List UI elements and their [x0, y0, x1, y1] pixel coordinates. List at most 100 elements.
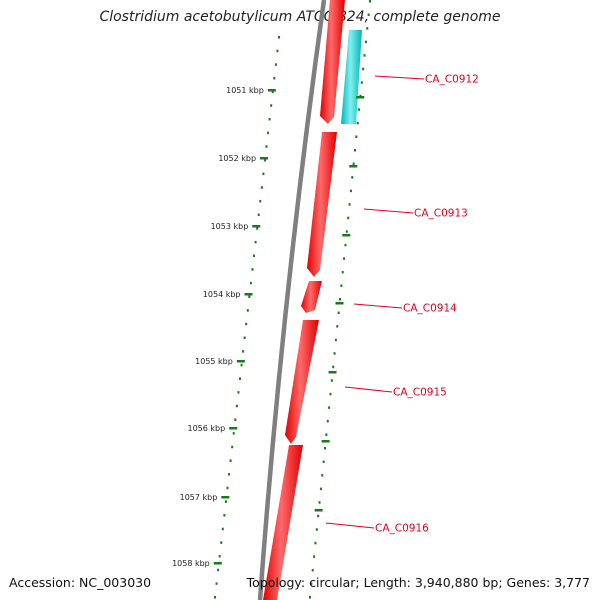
- gene-leader-line-CA_C0914: [353, 303, 403, 309]
- ruler-dot: [256, 227, 259, 230]
- ruler-dot: [329, 392, 332, 396]
- ruler-dot: [238, 377, 241, 380]
- ruler-dot: [332, 365, 335, 369]
- ruler-tick-1057: [221, 496, 230, 499]
- ruler-dot: [366, 27, 369, 30]
- ruler-tick-label-1058: 1058 kbp: [172, 559, 210, 568]
- ruler-dot: [362, 67, 365, 71]
- ruler-dot: [330, 379, 333, 382]
- ruler-tick-1053: [252, 225, 261, 228]
- ruler-dot: [240, 363, 243, 367]
- ruler-dot: [228, 473, 231, 476]
- ruler-dot: [246, 309, 249, 312]
- ruler-dot: [311, 568, 314, 572]
- ruler-dot: [251, 268, 254, 271]
- ruler-left-dots: [214, 36, 280, 599]
- ruler-dot: [257, 213, 260, 217]
- gene-leader-line-CA_C0915: [344, 386, 393, 393]
- ruler-dot: [358, 108, 361, 111]
- gene-label-CA_C0916: CA_C0916: [375, 523, 429, 535]
- ruler-dot: [268, 117, 271, 121]
- genome-summary-text: Topology: circular; Length: 3,940,880 bp…: [246, 575, 590, 590]
- ruler-dot: [339, 298, 341, 301]
- ruler-dot: [369, 0, 371, 3]
- ruler-dot: [235, 404, 238, 408]
- ruler-tick-label-1057: 1057 kbp: [180, 493, 218, 502]
- ruler-dot: [340, 284, 343, 287]
- gene-arrow-CA_C0912: [320, 0, 345, 124]
- ruler-dot: [245, 322, 248, 326]
- ruler-dot: [265, 145, 268, 148]
- ruler-dot: [273, 76, 276, 80]
- gene-label-CA_C0912: CA_C0912: [425, 74, 479, 86]
- ruler-right-tick: [349, 165, 358, 168]
- ruler-tick-1058: [213, 562, 222, 565]
- ruler-dot: [249, 281, 252, 285]
- ruler-dot: [328, 406, 331, 409]
- ruler-dot: [274, 63, 277, 66]
- ruler-dot: [363, 54, 366, 57]
- gene-leader-line-CA_C0913: [363, 208, 414, 214]
- ruler-dot: [254, 240, 257, 244]
- accession-text: Accession: NC_003030: [9, 575, 152, 590]
- ruler-dot: [224, 500, 227, 503]
- ruler-dot: [243, 336, 246, 339]
- ruler-dot: [345, 230, 348, 233]
- ruler-dot: [356, 121, 359, 125]
- ruler-dot: [248, 295, 251, 299]
- ruler-dot: [326, 419, 329, 423]
- gene-label-CA_C0913: CA_C0913: [414, 208, 468, 220]
- ruler-dot: [231, 445, 234, 449]
- ruler-dot: [351, 176, 354, 179]
- ruler-dot: [333, 352, 336, 355]
- ruler-dot: [232, 432, 235, 435]
- ruler-dot: [321, 474, 324, 477]
- ruler-dot: [278, 36, 280, 39]
- ruler-dot: [354, 149, 356, 152]
- ruler-dot: [341, 270, 344, 274]
- ruler-tick-1055: [236, 360, 245, 363]
- ruler-dot: [214, 596, 216, 599]
- ruler-dot: [220, 541, 223, 544]
- ruler-dot: [319, 487, 322, 491]
- ruler-dot: [347, 216, 350, 220]
- backbone-arc: [257, 0, 327, 600]
- ruler-dot: [223, 514, 226, 517]
- ruler-right-tick: [314, 509, 323, 512]
- gene-arrow-CA_C0914: [301, 281, 322, 313]
- ruler-tick-label-1055: 1055 kbp: [195, 357, 233, 366]
- ruler-right-tick: [335, 302, 344, 305]
- ruler-tick-1051: [267, 89, 276, 92]
- ruler-right-tick: [356, 96, 365, 99]
- ruler-dot: [309, 596, 311, 599]
- ruler-dot: [276, 49, 279, 53]
- ruler-dot: [343, 257, 346, 260]
- ruler-dot: [367, 13, 370, 17]
- map-title: Clostridium acetobutylicum ATCC 824, com…: [99, 9, 501, 25]
- ruler-tick-label-1052: 1052 kbp: [218, 154, 256, 163]
- ruler-dot: [337, 311, 340, 315]
- ruler-right-tick: [321, 440, 330, 443]
- ruler-tick-1056: [229, 427, 238, 430]
- ruler-tick-label-1051: 1051 kbp: [226, 86, 264, 95]
- ruler-right-tick: [342, 234, 351, 237]
- ruler-dot: [217, 568, 220, 572]
- ruler-dot: [215, 582, 218, 585]
- ruler-dot: [313, 555, 316, 558]
- ruler-dot: [218, 555, 221, 558]
- ruler-dot: [325, 433, 328, 436]
- ruler-dot: [267, 131, 270, 135]
- ruler-right-tick: [328, 371, 337, 374]
- ruler-right-dots: [309, 0, 371, 599]
- ruler-dot: [352, 162, 355, 166]
- ruler-dot: [344, 243, 347, 247]
- ruler-dot: [270, 104, 273, 107]
- ruler-dot: [364, 40, 367, 44]
- ruler-dot: [314, 541, 317, 545]
- ruler-dot: [310, 582, 313, 585]
- ruler-dot: [349, 189, 352, 193]
- ruler-tick-label-1054: 1054 kbp: [203, 290, 241, 299]
- ruler-dot: [324, 447, 326, 450]
- ruler-dot: [226, 486, 229, 490]
